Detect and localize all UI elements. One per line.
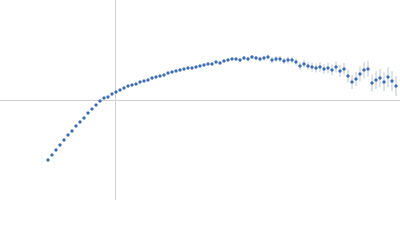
point — [282, 59, 286, 63]
point — [318, 65, 322, 69]
point — [90, 107, 94, 111]
point — [246, 57, 250, 61]
point — [206, 62, 210, 66]
point — [350, 80, 354, 84]
point — [94, 103, 98, 107]
point — [278, 57, 282, 61]
point — [74, 124, 78, 128]
point — [78, 120, 82, 124]
point — [222, 59, 226, 63]
point — [58, 143, 62, 147]
point — [186, 66, 190, 70]
point — [234, 57, 238, 61]
point — [162, 73, 166, 77]
point — [366, 67, 370, 71]
point — [150, 76, 154, 80]
point — [194, 65, 198, 69]
point — [302, 62, 306, 66]
point — [198, 64, 202, 68]
point — [258, 57, 262, 61]
point — [394, 84, 398, 88]
point — [238, 58, 242, 62]
point — [46, 158, 50, 162]
point — [242, 56, 246, 60]
point — [298, 64, 302, 68]
point — [178, 68, 182, 72]
point — [202, 63, 206, 67]
point — [170, 70, 174, 74]
point — [250, 55, 254, 59]
point — [286, 58, 290, 62]
point — [330, 68, 334, 72]
point — [82, 116, 86, 120]
point — [390, 79, 394, 83]
point — [122, 86, 126, 90]
point — [342, 67, 346, 71]
point — [154, 75, 158, 79]
point — [114, 90, 118, 94]
point — [166, 71, 170, 75]
point — [346, 74, 350, 78]
point — [218, 61, 222, 65]
point — [386, 75, 390, 79]
point — [262, 56, 266, 60]
point — [338, 69, 342, 73]
point — [378, 76, 382, 80]
point — [98, 99, 102, 103]
point — [382, 80, 386, 84]
point — [334, 65, 338, 69]
point — [354, 77, 358, 81]
point — [230, 57, 234, 61]
point — [374, 78, 378, 82]
point — [314, 66, 318, 70]
point — [70, 129, 74, 133]
point — [146, 78, 150, 82]
point — [214, 60, 218, 64]
point — [86, 111, 90, 115]
point — [130, 83, 134, 87]
point — [254, 56, 258, 60]
point — [358, 72, 362, 76]
point — [322, 67, 326, 71]
point — [326, 66, 330, 70]
point — [182, 67, 186, 71]
point — [106, 95, 110, 99]
point — [270, 58, 274, 62]
point — [138, 80, 142, 84]
point — [310, 65, 314, 69]
point — [54, 148, 58, 152]
point — [266, 55, 270, 59]
page: {"chart_data": {"type": "scatter", "colo… — [0, 0, 400, 200]
point — [102, 96, 106, 100]
point — [306, 64, 310, 68]
point — [134, 82, 138, 86]
point — [226, 58, 230, 62]
chart — [0, 0, 400, 200]
point — [50, 153, 54, 157]
point — [370, 81, 374, 85]
point — [118, 88, 122, 92]
point — [66, 133, 70, 137]
point — [110, 92, 114, 96]
point — [362, 68, 366, 72]
point — [210, 62, 214, 66]
point — [62, 138, 66, 142]
point — [190, 66, 194, 70]
point — [142, 79, 146, 83]
point — [174, 69, 178, 73]
point — [274, 57, 278, 61]
point — [290, 58, 294, 62]
point — [158, 74, 162, 78]
point — [126, 84, 130, 88]
point — [294, 60, 298, 64]
